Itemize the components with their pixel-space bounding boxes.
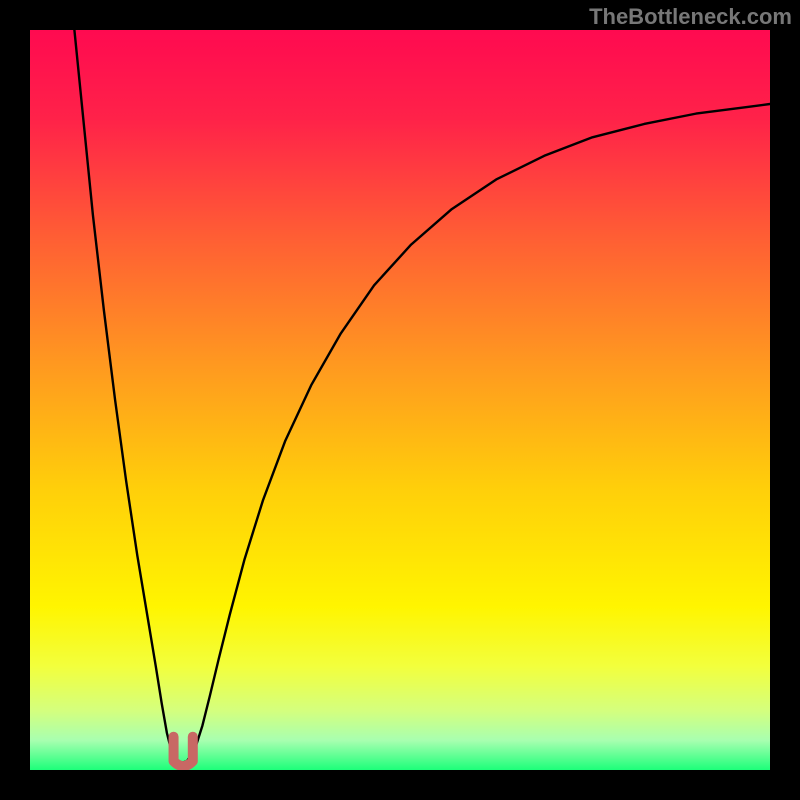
chart-plot	[30, 30, 770, 770]
watermark-text: TheBottleneck.com	[589, 4, 792, 30]
chart-frame: TheBottleneck.com	[0, 0, 800, 800]
